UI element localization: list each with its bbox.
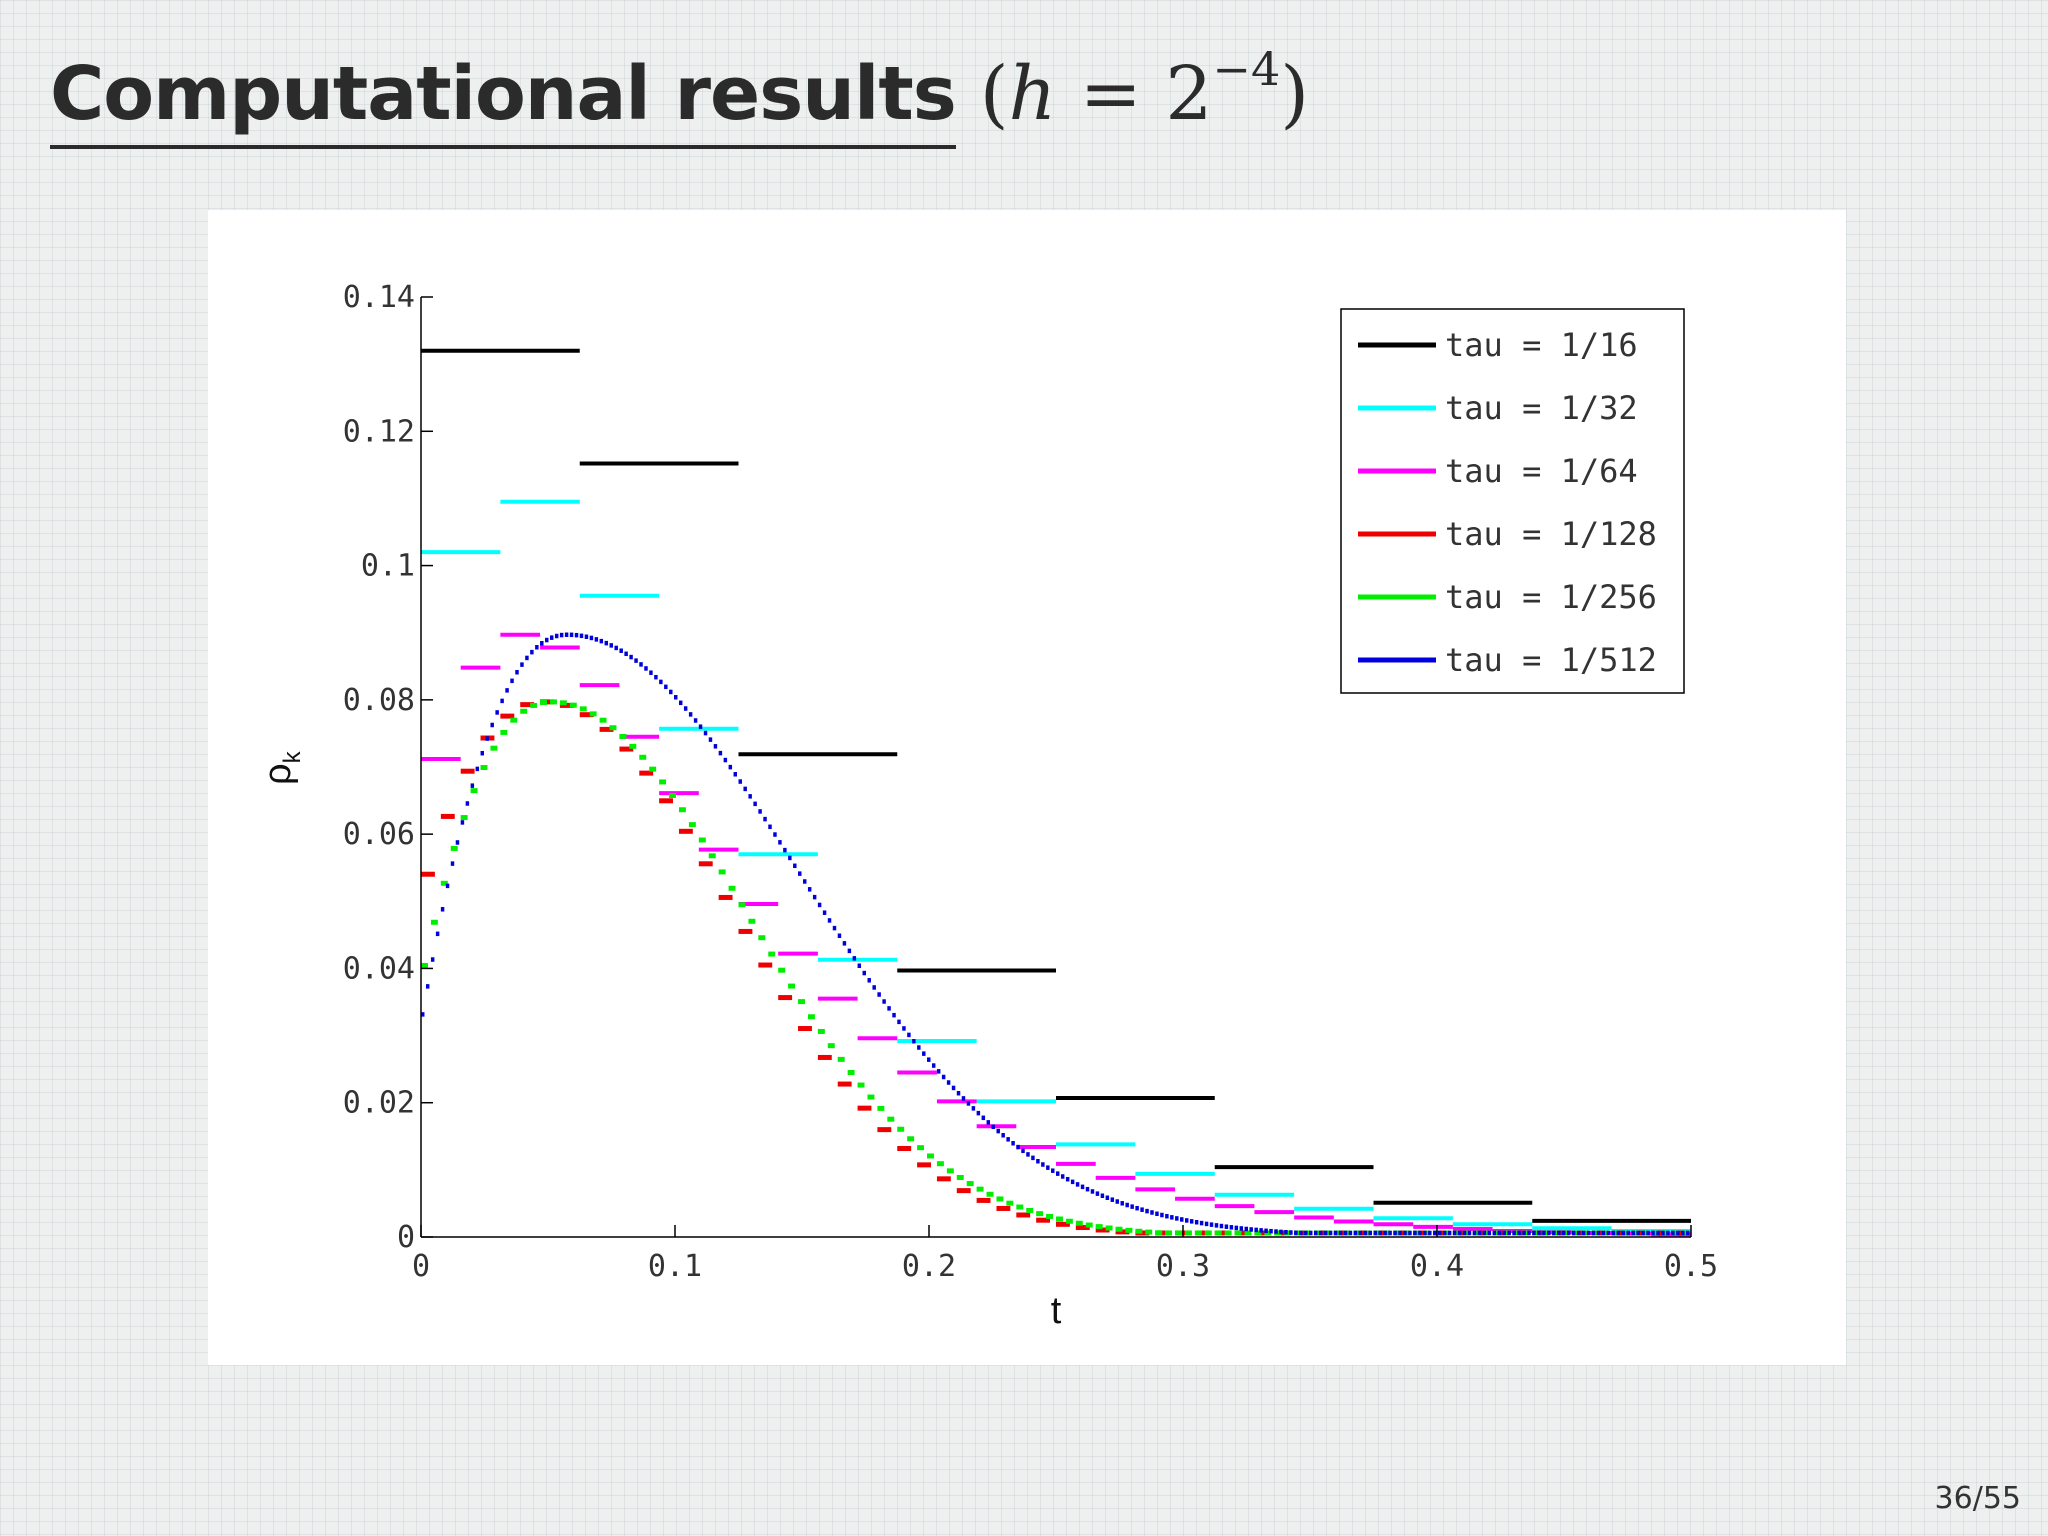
legend-label: tau = 1/256 — [1445, 578, 1657, 616]
x-tick-label: 0.5 — [1664, 1249, 1718, 1284]
title-main-text: Computational results — [50, 51, 957, 149]
legend-label: tau = 1/512 — [1445, 641, 1657, 679]
axes-layer: 0 0.02 0.04 0.06 0.08 0.1 0.12 0.14 0 0.1 0.2 0.3 0.… — [257, 280, 1718, 1332]
series-0 — [421, 348, 1691, 1223]
y-axis-label: ρk — [257, 750, 306, 785]
x-axis-label: t — [1051, 1290, 1062, 1332]
y-tick-label: 0.06 — [343, 817, 415, 852]
title-paren-open: ( — [979, 51, 1009, 137]
y-tick-label: 0.08 — [343, 683, 415, 718]
legend-box — [1340, 308, 1685, 694]
x-tick-label: 0.1 — [648, 1249, 702, 1284]
title-param-variable: h — [1008, 51, 1057, 137]
y-tick-label: 0 — [397, 1220, 415, 1255]
series-4 — [421, 699, 1689, 1236]
title-param-exponent: −4 — [1212, 42, 1281, 96]
legend-layer: tau = 1/16 tau = 1/32 tau = 1/64 tau = 1/12… — [1340, 308, 1685, 694]
series-5 — [421, 632, 1690, 1236]
series-layer — [421, 348, 1691, 1237]
x-tick-label: 0.4 — [1410, 1249, 1464, 1284]
title-paren-close: ) — [1280, 51, 1310, 137]
chart-plot: 0 0.02 0.04 0.06 0.08 0.1 0.12 0.14 0 0.1 0.2 0.3 0.… — [257, 280, 1718, 1332]
page-number: 36/55 — [1934, 1481, 2021, 1516]
x-tick-label: 0.2 — [902, 1249, 956, 1284]
y-tick-label: 0.02 — [343, 1086, 415, 1121]
y-tick-label: 0.1 — [361, 549, 415, 584]
figure-panel: 0 0.02 0.04 0.06 0.08 0.1 0.12 0.14 0 0.1 0.2 0.3 0.… — [208, 210, 1846, 1365]
title-param-equals: = 2 — [1056, 51, 1213, 137]
y-tick-label: 0.04 — [343, 951, 415, 986]
slide-title: Computational results (h = 2−4) — [50, 42, 1309, 149]
y-tick-label: 0.14 — [343, 280, 415, 315]
series-3 — [421, 699, 1686, 1236]
y-axis-label-subscript: k — [279, 750, 306, 763]
x-tick-label: 0 — [412, 1249, 430, 1284]
legend-label: tau = 1/32 — [1445, 389, 1638, 427]
legend-label: tau = 1/128 — [1445, 515, 1657, 553]
y-axis-label-base: ρ — [257, 763, 299, 785]
legend-label: tau = 1/16 — [1445, 326, 1638, 364]
legend-label: tau = 1/64 — [1445, 452, 1638, 490]
title-parameter: (h = 2−4) — [980, 42, 1309, 137]
y-tick-label: 0.12 — [343, 414, 415, 449]
series-1 — [421, 499, 1691, 1233]
x-tick-label: 0.3 — [1156, 1249, 1210, 1284]
